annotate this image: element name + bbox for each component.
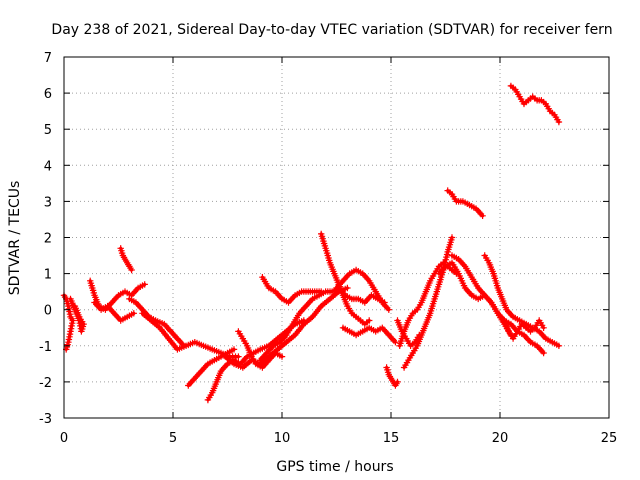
- x-tick-label: 20: [492, 431, 509, 446]
- data-point-marker: [479, 212, 486, 219]
- series-arc-15: [333, 266, 392, 313]
- x-axis-label: GPS time / hours: [276, 459, 393, 475]
- y-tick-label: -1: [39, 340, 52, 355]
- series-arc-5: [117, 245, 135, 274]
- y-tick-label: 6: [44, 87, 52, 102]
- series-arc-4: [91, 299, 137, 324]
- chart-title: Day 238 of 2021, Sidereal Day-to-day VTE…: [51, 22, 612, 38]
- series-arc-17: [383, 364, 401, 389]
- series-arc-1: [60, 292, 76, 353]
- data-point-marker: [278, 353, 286, 360]
- x-tick-label: 25: [601, 431, 618, 446]
- data-point-marker: [394, 378, 401, 386]
- data-point-marker: [366, 317, 373, 324]
- x-tick-label: 5: [169, 431, 177, 446]
- y-tick-label: 4: [44, 159, 52, 174]
- series-arc-21: [444, 187, 486, 219]
- series-arc-3: [87, 277, 148, 313]
- series-arc-11: [235, 328, 286, 371]
- y-tick-label: 7: [44, 51, 52, 66]
- data-series-layer: [60, 82, 563, 404]
- tick-labels: 0 5 10 15 20 25 -3 -2 -1 0 1 2 3 4 5 6 7: [39, 51, 617, 446]
- data-point-marker: [130, 310, 137, 317]
- y-tick-label: 2: [44, 232, 52, 247]
- series-arc-20: [394, 317, 423, 349]
- series-arc-13: [259, 274, 325, 306]
- series-arc-25: [501, 317, 547, 342]
- y-tick-label: -2: [39, 376, 52, 391]
- data-point-marker: [448, 234, 456, 241]
- data-point-marker: [540, 349, 547, 357]
- data-point-marker: [71, 302, 79, 310]
- x-tick-label: 0: [60, 431, 68, 446]
- data-point-marker: [318, 288, 325, 295]
- data-point-marker: [555, 118, 563, 126]
- series-arc-16: [339, 324, 399, 346]
- series-arc-9: [204, 317, 307, 404]
- y-axis-label: SDTVAR / TECUs: [7, 181, 23, 296]
- x-tick-label: 10: [274, 431, 291, 446]
- y-tick-label: 3: [44, 195, 52, 210]
- y-tick-label: -3: [39, 412, 52, 427]
- data-point-marker: [385, 306, 392, 313]
- data-point-marker: [230, 346, 238, 353]
- data-point-marker: [392, 339, 399, 346]
- data-point-marker: [128, 266, 135, 274]
- y-tick-label: 1: [44, 268, 52, 283]
- y-tick-label: 5: [44, 123, 52, 138]
- series-arc-23: [448, 252, 547, 357]
- series-arc-8: [185, 346, 238, 389]
- data-point-marker: [416, 331, 423, 339]
- axis-ticks: [63, 56, 610, 419]
- data-point-marker: [555, 342, 563, 349]
- y-tick-label: 0: [44, 304, 52, 319]
- series-arc-7: [139, 310, 242, 360]
- data-point-marker: [141, 281, 148, 288]
- data-point-marker: [540, 324, 547, 331]
- data-point-marker: [235, 353, 242, 360]
- x-tick-label: 15: [383, 431, 400, 446]
- series-arc-26: [507, 82, 563, 126]
- series-arc-2: [67, 295, 87, 335]
- data-point-marker: [344, 284, 351, 292]
